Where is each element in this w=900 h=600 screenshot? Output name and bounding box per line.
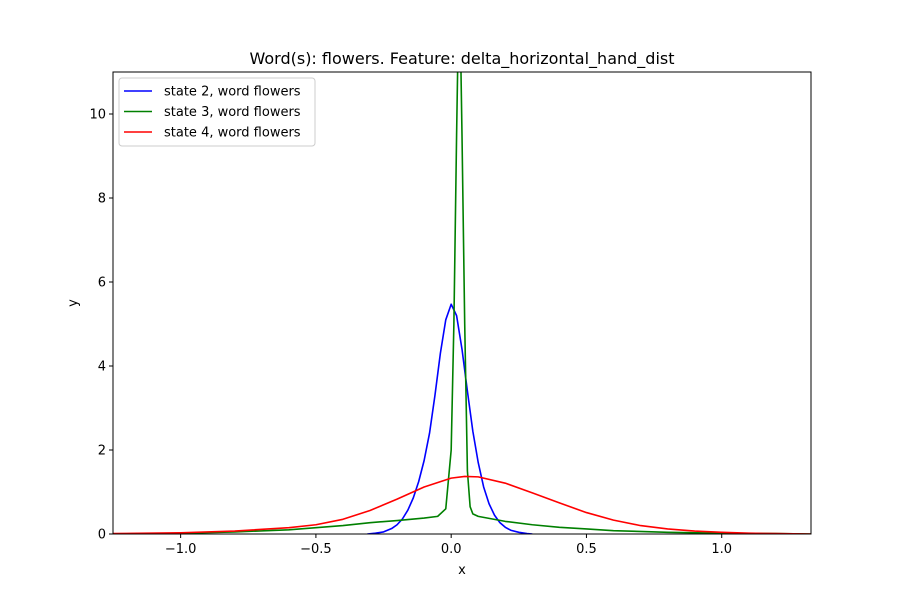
y-axis-ticks: 0 2 4 6 8 10 xyxy=(89,108,113,543)
series-line-state-4 xyxy=(113,475,811,534)
plot-frame xyxy=(112,71,812,535)
y-tick-label: 10 xyxy=(89,108,106,123)
x-tick-label: 0.5 xyxy=(576,542,597,557)
legend: state 2, word flowers state 3, word flowe… xyxy=(118,77,316,147)
y-tick-label: 8 xyxy=(98,192,106,207)
x-tick-label: −1.0 xyxy=(165,542,197,557)
legend-label: state 2, word flowers xyxy=(164,85,301,100)
y-tick-label: 4 xyxy=(98,360,106,375)
y-tick-label: 0 xyxy=(98,528,106,543)
y-tick-label: 6 xyxy=(98,276,106,291)
x-tick-label: 1.0 xyxy=(711,542,732,557)
legend-label: state 4, word flowers xyxy=(164,126,301,141)
legend-box xyxy=(118,77,316,147)
y-tick-label: 2 xyxy=(98,444,106,459)
axes-layer xyxy=(112,71,812,535)
series-layer xyxy=(113,72,811,534)
chart-title: Word(s): flowers. Feature: delta_horizon… xyxy=(249,49,674,69)
legend-label: state 3, word flowers xyxy=(164,105,301,120)
x-axis-label: x xyxy=(458,563,466,578)
y-axis-label: y xyxy=(66,299,81,307)
x-axis-ticks: −1.0 −0.5 0.0 0.5 1.0 xyxy=(165,534,732,557)
x-tick-label: −0.5 xyxy=(300,542,332,557)
x-tick-label: 0.0 xyxy=(441,542,462,557)
series-line-state-3 xyxy=(113,72,811,534)
